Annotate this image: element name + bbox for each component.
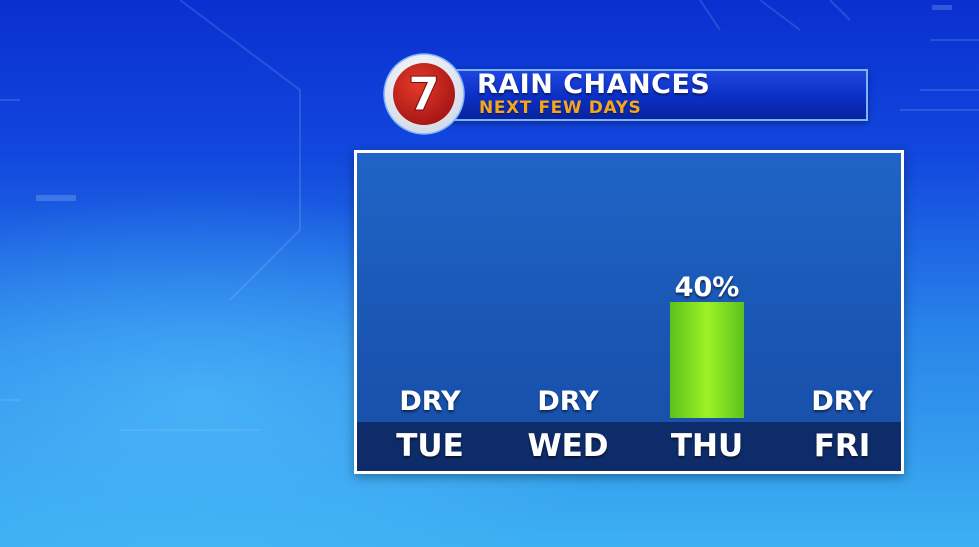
day-label-fri: FRI	[814, 428, 871, 464]
day-label-thu: THU	[671, 428, 743, 464]
chart-header: RAIN CHANCES NEXT FEW DAYS 7	[382, 52, 872, 136]
value-label-fri: DRY	[811, 386, 873, 417]
chart-panel: DRY TUE DRY WED 40% THU DRY FRI	[354, 150, 904, 474]
bar-chart: DRY TUE DRY WED 40% THU DRY FRI	[396, 272, 873, 464]
day-label-tue: TUE	[396, 428, 464, 464]
value-label-thu: 40%	[675, 272, 740, 303]
bar-thu	[670, 302, 744, 418]
channel-7-logo: 7	[383, 53, 465, 135]
day-label-wed: WED	[527, 428, 608, 464]
logo-text: 7	[408, 67, 440, 121]
value-label-wed: DRY	[537, 386, 599, 417]
chart-subtitle: NEXT FEW DAYS	[479, 98, 642, 118]
title-bar	[434, 69, 868, 121]
value-label-tue: DRY	[399, 386, 461, 417]
day-label-strip	[357, 422, 901, 471]
chart-title: RAIN CHANCES	[477, 69, 711, 100]
